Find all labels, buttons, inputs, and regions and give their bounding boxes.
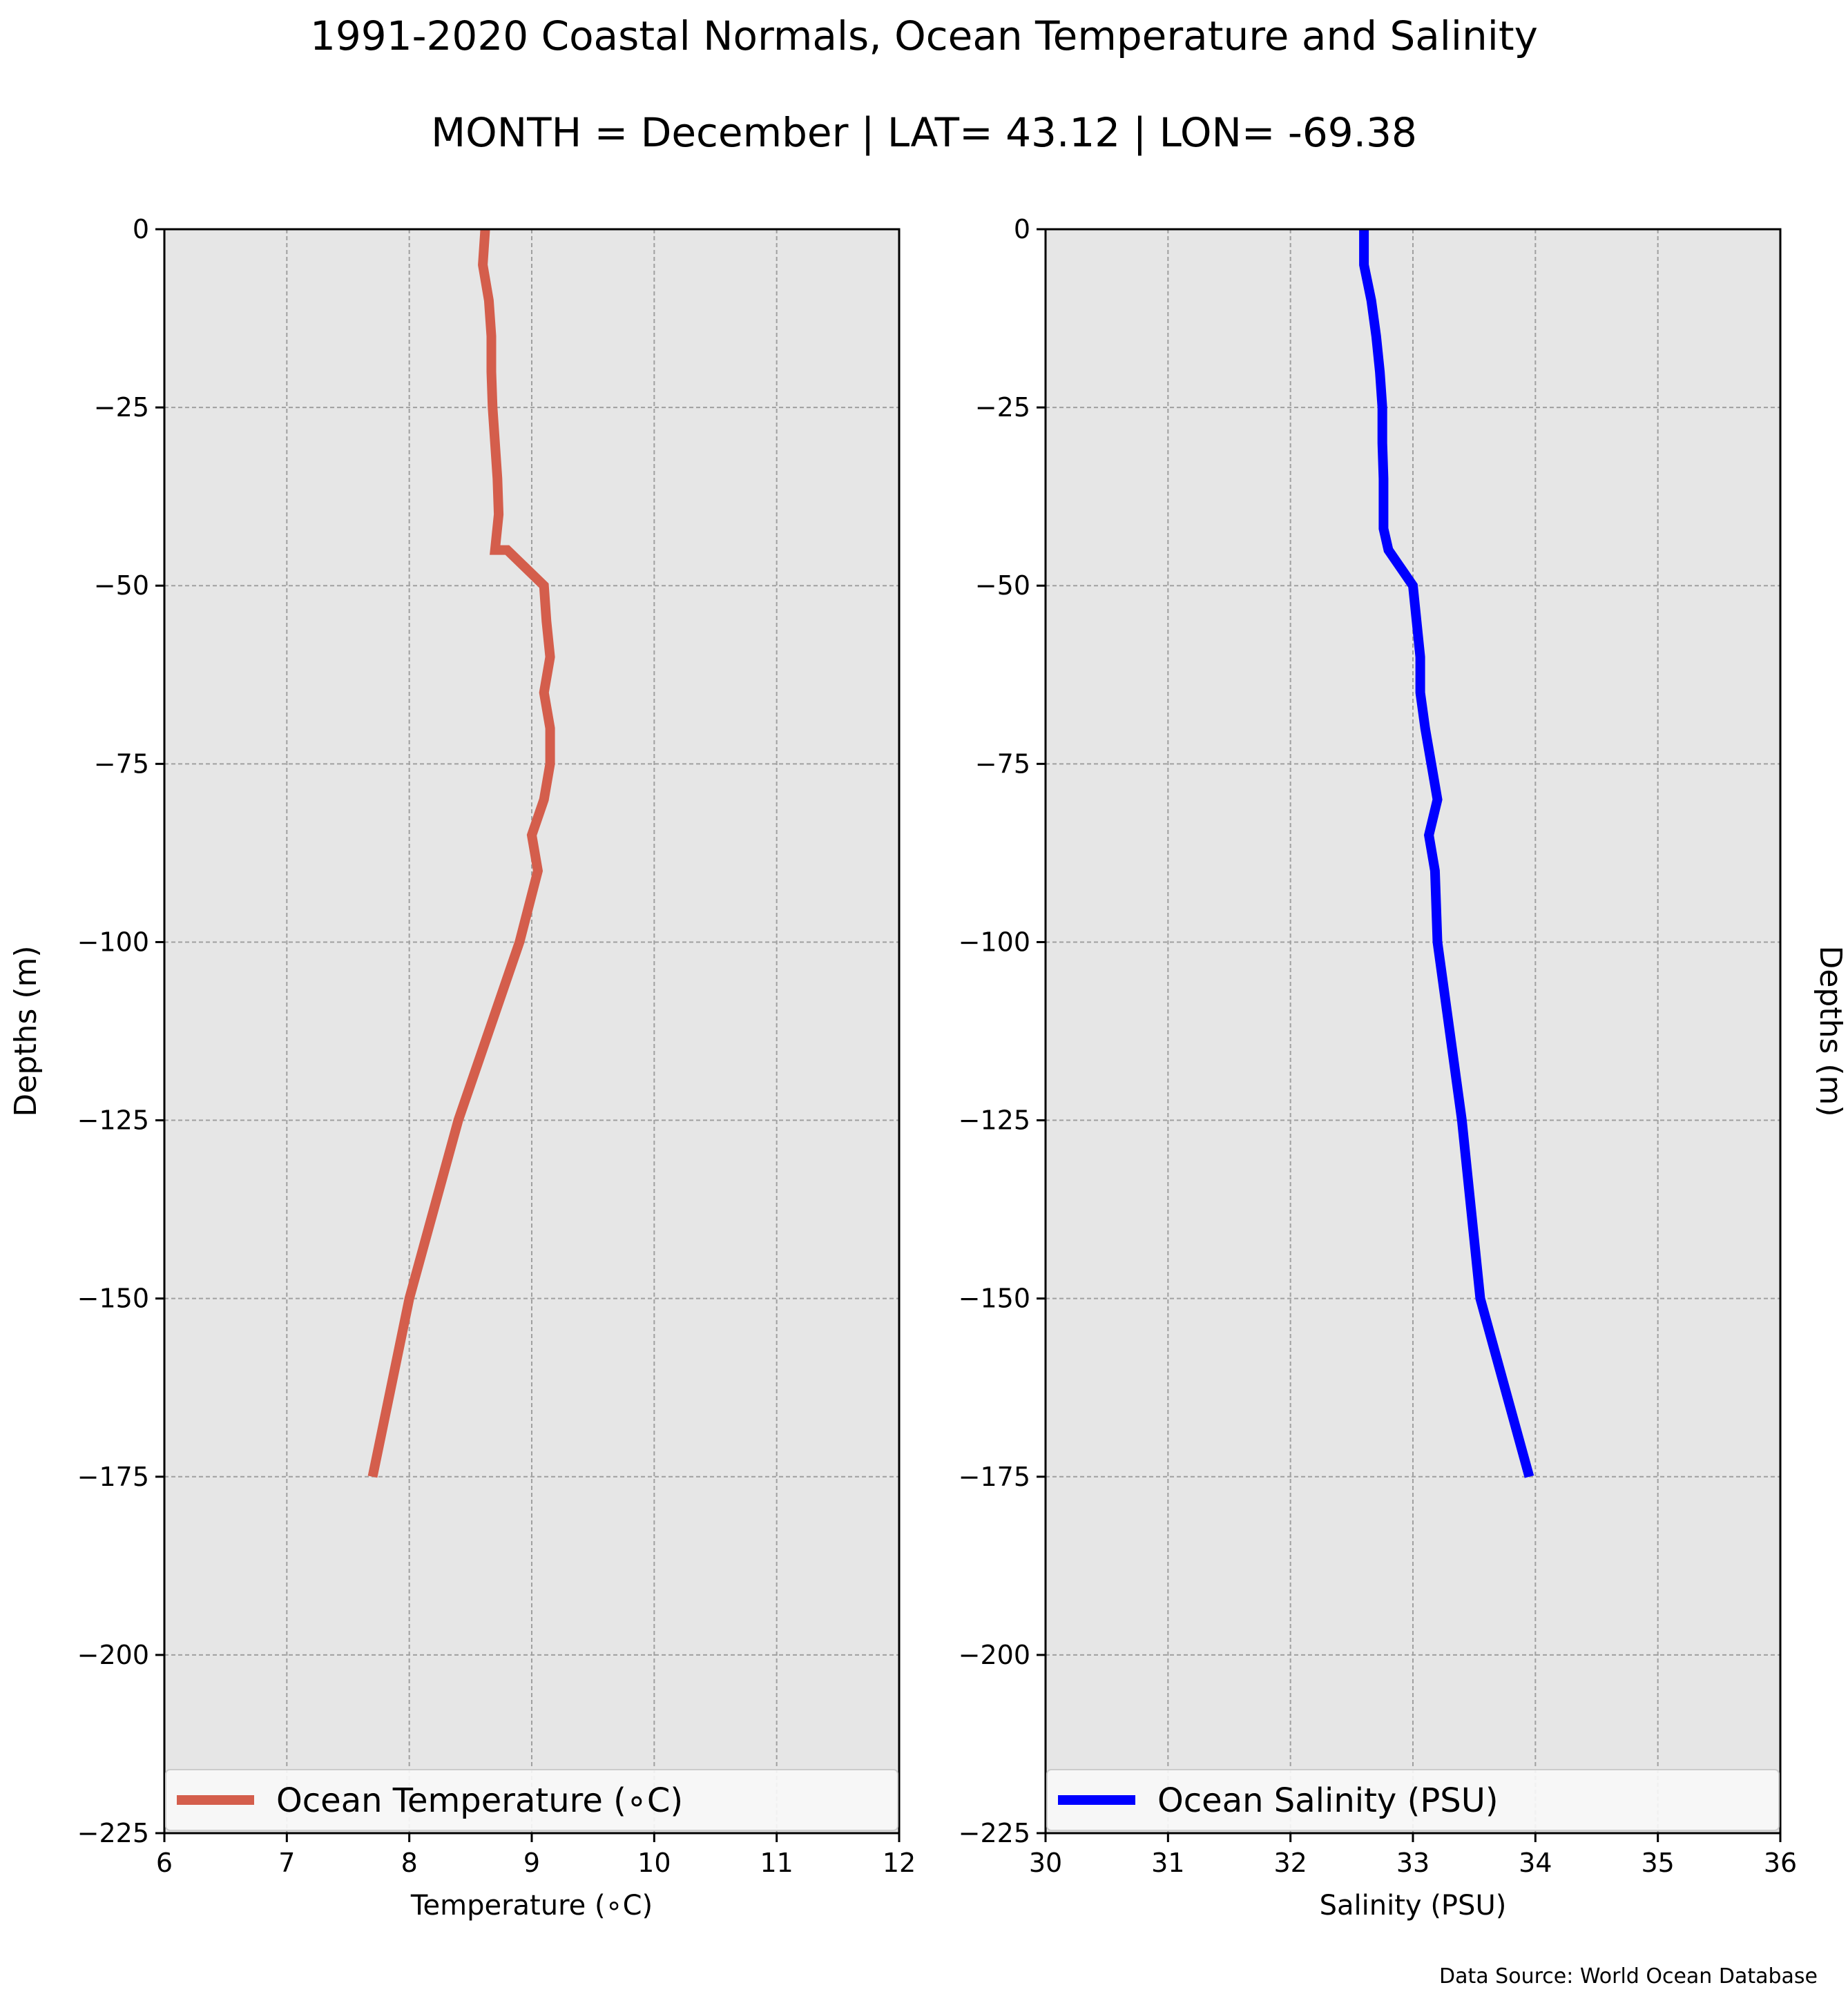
x-tick-label: 6: [156, 1848, 173, 1878]
y-tick-label: −200: [959, 1640, 1030, 1670]
legend-label: Ocean Salinity (PSU): [1157, 1781, 1499, 1820]
y-tick-label: −50: [94, 570, 149, 601]
y-tick-label: −125: [77, 1105, 149, 1136]
x-tick-label: 35: [1641, 1848, 1674, 1878]
chart-panel-2: 30 31 32 33 34 35 36 0 −25 −50 −75 −100 −125 −150 −175…: [959, 214, 1848, 1922]
x-tick-label: 36: [1764, 1848, 1797, 1878]
x-tick-label: 9: [523, 1848, 540, 1878]
y-axis-label: Depths (m): [8, 945, 44, 1116]
y-tick-label: −25: [975, 392, 1030, 423]
y-tick-label: −100: [959, 927, 1030, 957]
x-tick-label: 34: [1519, 1848, 1552, 1878]
y-axis-label: Depths (m): [1813, 945, 1848, 1116]
x-tick-label: 8: [401, 1848, 418, 1878]
x-tick-label: 10: [637, 1848, 671, 1878]
legend-label: Ocean Temperature (∘C): [276, 1781, 683, 1820]
x-tick-label: 11: [760, 1848, 793, 1878]
y-tick-label: −150: [959, 1284, 1030, 1314]
x-axis-label: Temperature (∘C): [410, 1890, 653, 1922]
chart-title: 1991-2020 Coastal Normals, Ocean Tempera…: [310, 12, 1538, 59]
x-axis-label: Salinity (PSU): [1320, 1890, 1507, 1922]
y-tick-label: −175: [959, 1462, 1030, 1492]
y-tick-label: −150: [77, 1284, 149, 1314]
panels: 6 7 8 9 10 11 12 0 −25 −50 −75 −100 −125 −150 −175 −200…: [8, 214, 1848, 1922]
x-tick-label: 33: [1396, 1848, 1430, 1878]
y-tick-label: −75: [94, 748, 149, 779]
chart-panel-1: 6 7 8 9 10 11 12 0 −25 −50 −75 −100 −125 −150 −175 −200…: [8, 214, 916, 1922]
legend-box: [1046, 1769, 1780, 1831]
y-tick-label: −125: [959, 1105, 1030, 1136]
x-tick-label: 30: [1029, 1848, 1062, 1878]
y-tick-label: −50: [975, 570, 1030, 601]
y-tick-label: −175: [77, 1462, 149, 1492]
y-tick-label: −75: [975, 748, 1030, 779]
x-tick-label: 31: [1151, 1848, 1184, 1878]
y-tick-label: 0: [1014, 214, 1030, 244]
y-tick-label: −225: [959, 1818, 1030, 1848]
legend-box: [165, 1769, 898, 1831]
y-tick-label: −100: [77, 927, 149, 957]
y-tick-label: −200: [77, 1640, 149, 1670]
series-line-1: [367, 229, 555, 1478]
chart-subtitle: MONTH = December | LAT= 43.12 | LON= -69…: [431, 109, 1417, 156]
x-tick-label: 7: [278, 1848, 295, 1878]
series-line-1: [1359, 229, 1534, 1478]
x-tick-label: 12: [883, 1848, 916, 1878]
y-tick-label: 0: [133, 214, 149, 244]
y-tick-label: −225: [77, 1818, 149, 1848]
y-tick-label: −25: [94, 392, 149, 423]
data-source-note: Data Source: World Ocean Database: [1439, 1964, 1818, 1989]
x-tick-label: 32: [1273, 1848, 1307, 1878]
